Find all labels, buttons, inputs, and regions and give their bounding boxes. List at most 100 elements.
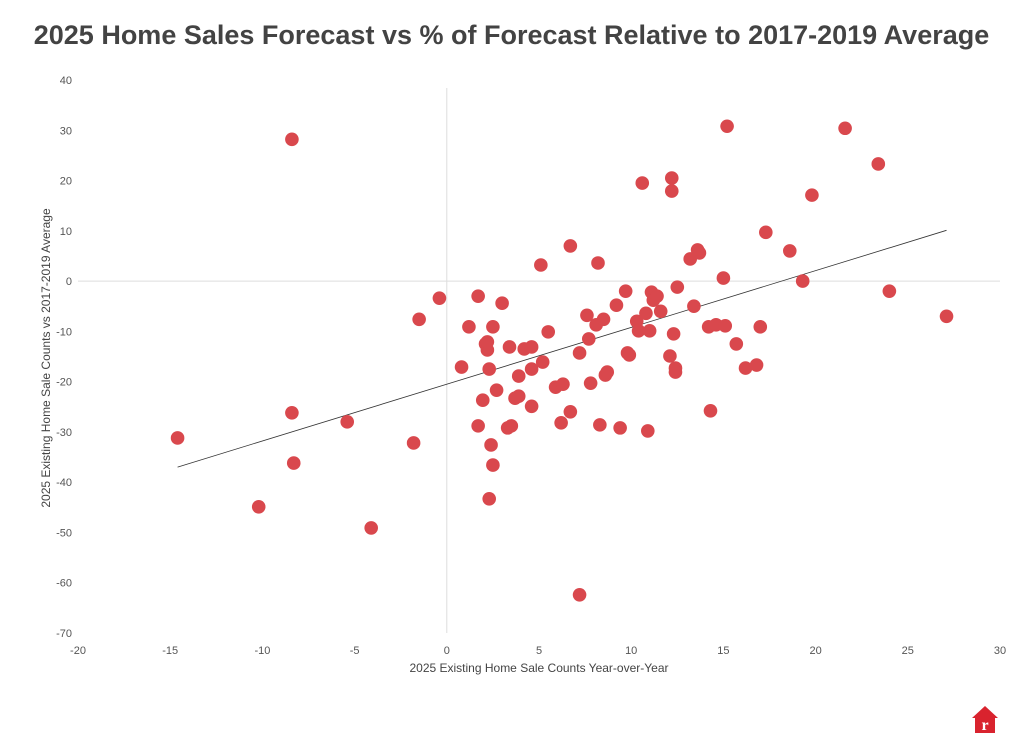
y-tick-label: 0: [66, 276, 72, 288]
data-point: [486, 320, 500, 334]
x-tick-label: 20: [809, 645, 821, 657]
x-tick-label: -20: [70, 645, 86, 657]
data-point: [406, 436, 421, 450]
data-point: [631, 324, 646, 338]
data-point: [749, 358, 764, 372]
data-point: [692, 246, 707, 260]
data-point: [720, 119, 734, 134]
data-point: [364, 521, 378, 535]
data-point: [650, 289, 664, 303]
data-point: [572, 346, 587, 360]
data-point: [524, 340, 539, 354]
data-point: [454, 360, 469, 374]
data-point: [471, 419, 485, 433]
data-point: [838, 121, 852, 136]
data-point: [580, 308, 594, 323]
data-point: [591, 256, 605, 270]
y-tick-label: -40: [56, 477, 72, 489]
data-point: [572, 587, 587, 602]
data-point: [251, 500, 266, 514]
data-point: [753, 320, 768, 334]
data-point: [795, 274, 810, 288]
x-tick-label: 25: [902, 645, 914, 657]
y-tick-label: -60: [56, 578, 72, 590]
data-point: [639, 306, 653, 321]
data-point: [718, 319, 733, 333]
x-tick-label: 15: [717, 645, 729, 657]
data-point: [563, 405, 578, 419]
data-point: [687, 299, 701, 314]
data-point: [782, 244, 797, 258]
data-point: [340, 415, 355, 429]
data-point: [664, 171, 679, 185]
data-point: [502, 340, 517, 354]
data-point: [738, 361, 753, 375]
svg-text:r: r: [981, 717, 988, 734]
data-point: [170, 431, 185, 445]
x-axis-label: 2025 Existing Home Sale Counts Year-over…: [409, 661, 668, 675]
chart-title: 2025 Home Sales Forecast vs % of Forecas…: [33, 20, 990, 50]
x-tick-label: 0: [444, 645, 450, 657]
data-point: [600, 365, 615, 379]
data-point: [609, 298, 624, 313]
trendline: [177, 229, 947, 468]
data-point: [482, 362, 497, 376]
data-point: [432, 291, 447, 305]
data-point: [511, 389, 526, 404]
data-point: [716, 271, 731, 285]
y-tick-label: 20: [60, 176, 72, 188]
data-point: [471, 289, 485, 303]
data-point: [666, 327, 681, 341]
data-point: [613, 421, 627, 435]
data-point: [729, 337, 744, 351]
data-point: [563, 239, 578, 253]
data-point: [583, 376, 598, 390]
y-axis-label: 2025 Existing Home Sale Counts vs 2017-2…: [39, 208, 53, 508]
data-point: [556, 377, 570, 391]
data-point: [482, 491, 497, 506]
x-tick-label: -5: [350, 645, 360, 657]
data-point: [524, 362, 539, 376]
y-tick-label: -20: [56, 377, 72, 389]
data-point: [554, 416, 568, 430]
x-tick-label: 10: [625, 645, 637, 657]
data-point: [495, 296, 509, 311]
data-point: [703, 403, 718, 418]
y-tick-label: -50: [56, 527, 72, 539]
data-point: [596, 312, 611, 327]
data-point: [475, 393, 490, 408]
data-point: [593, 418, 607, 432]
data-point: [462, 320, 476, 334]
data-point: [622, 348, 637, 362]
y-tick-label: 40: [60, 75, 72, 87]
data-point: [882, 284, 897, 298]
data-point: [805, 188, 819, 202]
data-point: [664, 184, 679, 198]
data-point: [541, 325, 556, 339]
data-point: [618, 284, 633, 298]
x-tick-label: 5: [536, 645, 542, 657]
data-point: [663, 349, 677, 363]
x-tick-label: -10: [254, 645, 270, 657]
data-point: [939, 309, 954, 324]
data-point: [486, 458, 500, 472]
y-tick-label: -10: [56, 326, 72, 338]
data-point: [670, 280, 685, 294]
data-point: [286, 456, 301, 470]
data-point: [484, 438, 498, 452]
data-point: [412, 312, 426, 327]
data-point: [285, 406, 299, 420]
data-point: [534, 258, 548, 272]
y-tick-label: -70: [56, 628, 72, 640]
data-point: [504, 419, 519, 433]
data-point: [535, 355, 550, 369]
redfin-logo-icon: r: [972, 706, 998, 734]
data-point: [524, 399, 539, 414]
data-point: [653, 304, 668, 319]
data-point: [489, 383, 504, 397]
data-point: [480, 335, 495, 349]
data-point: [668, 365, 683, 379]
data-point: [871, 157, 886, 171]
data-point: [511, 369, 526, 383]
